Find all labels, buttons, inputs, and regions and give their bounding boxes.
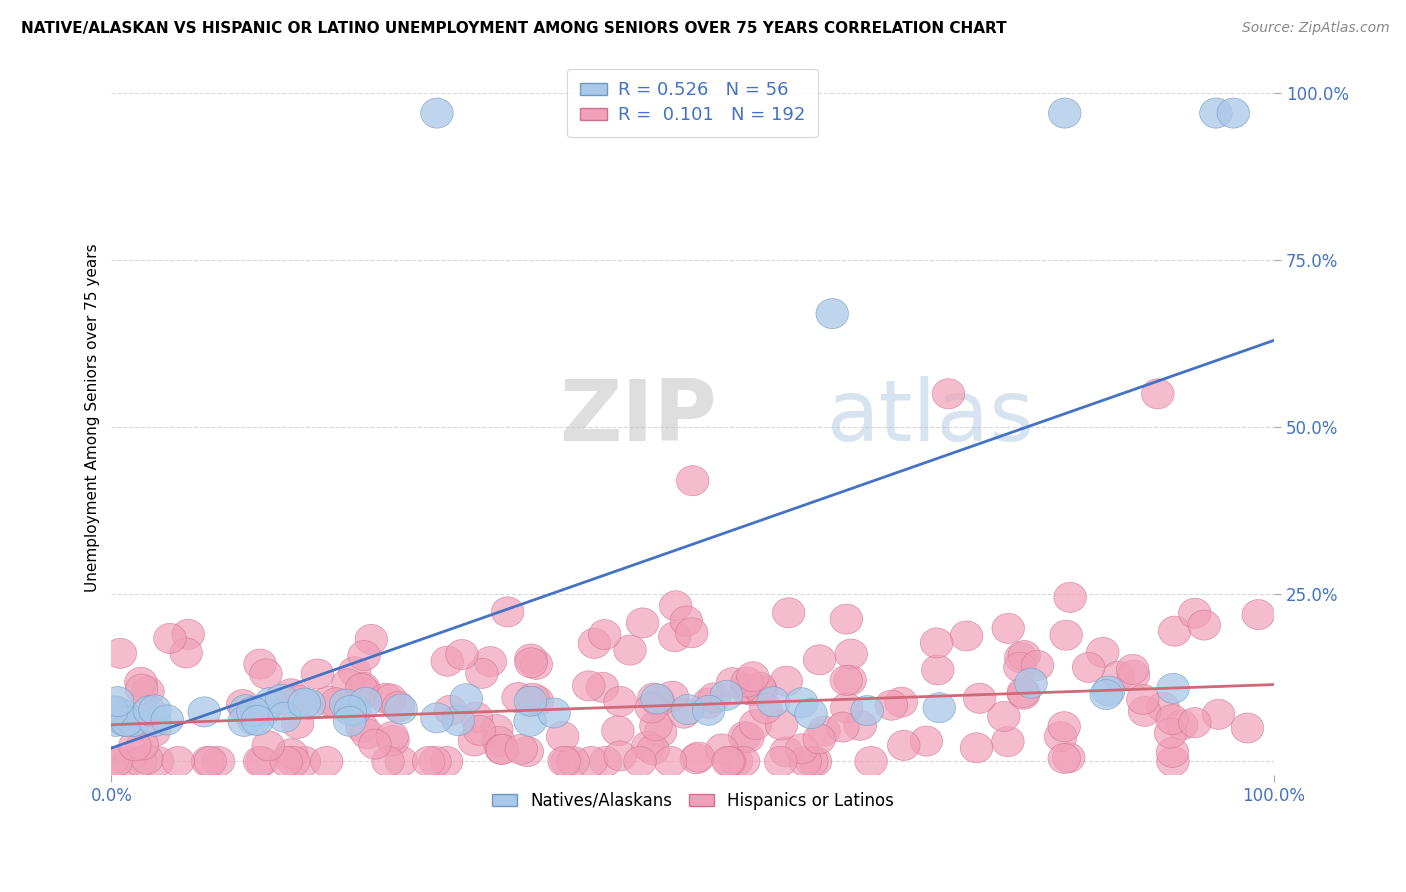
Text: Source: ZipAtlas.com: Source: ZipAtlas.com <box>1241 21 1389 35</box>
Y-axis label: Unemployment Among Seniors over 75 years: Unemployment Among Seniors over 75 years <box>86 243 100 591</box>
Text: NATIVE/ALASKAN VS HISPANIC OR LATINO UNEMPLOYMENT AMONG SENIORS OVER 75 YEARS CO: NATIVE/ALASKAN VS HISPANIC OR LATINO UNE… <box>21 21 1007 36</box>
Text: atlas: atlas <box>827 376 1035 458</box>
Text: ZIP: ZIP <box>560 376 717 458</box>
Legend: Natives/Alaskans, Hispanics or Latinos: Natives/Alaskans, Hispanics or Latinos <box>485 785 900 816</box>
